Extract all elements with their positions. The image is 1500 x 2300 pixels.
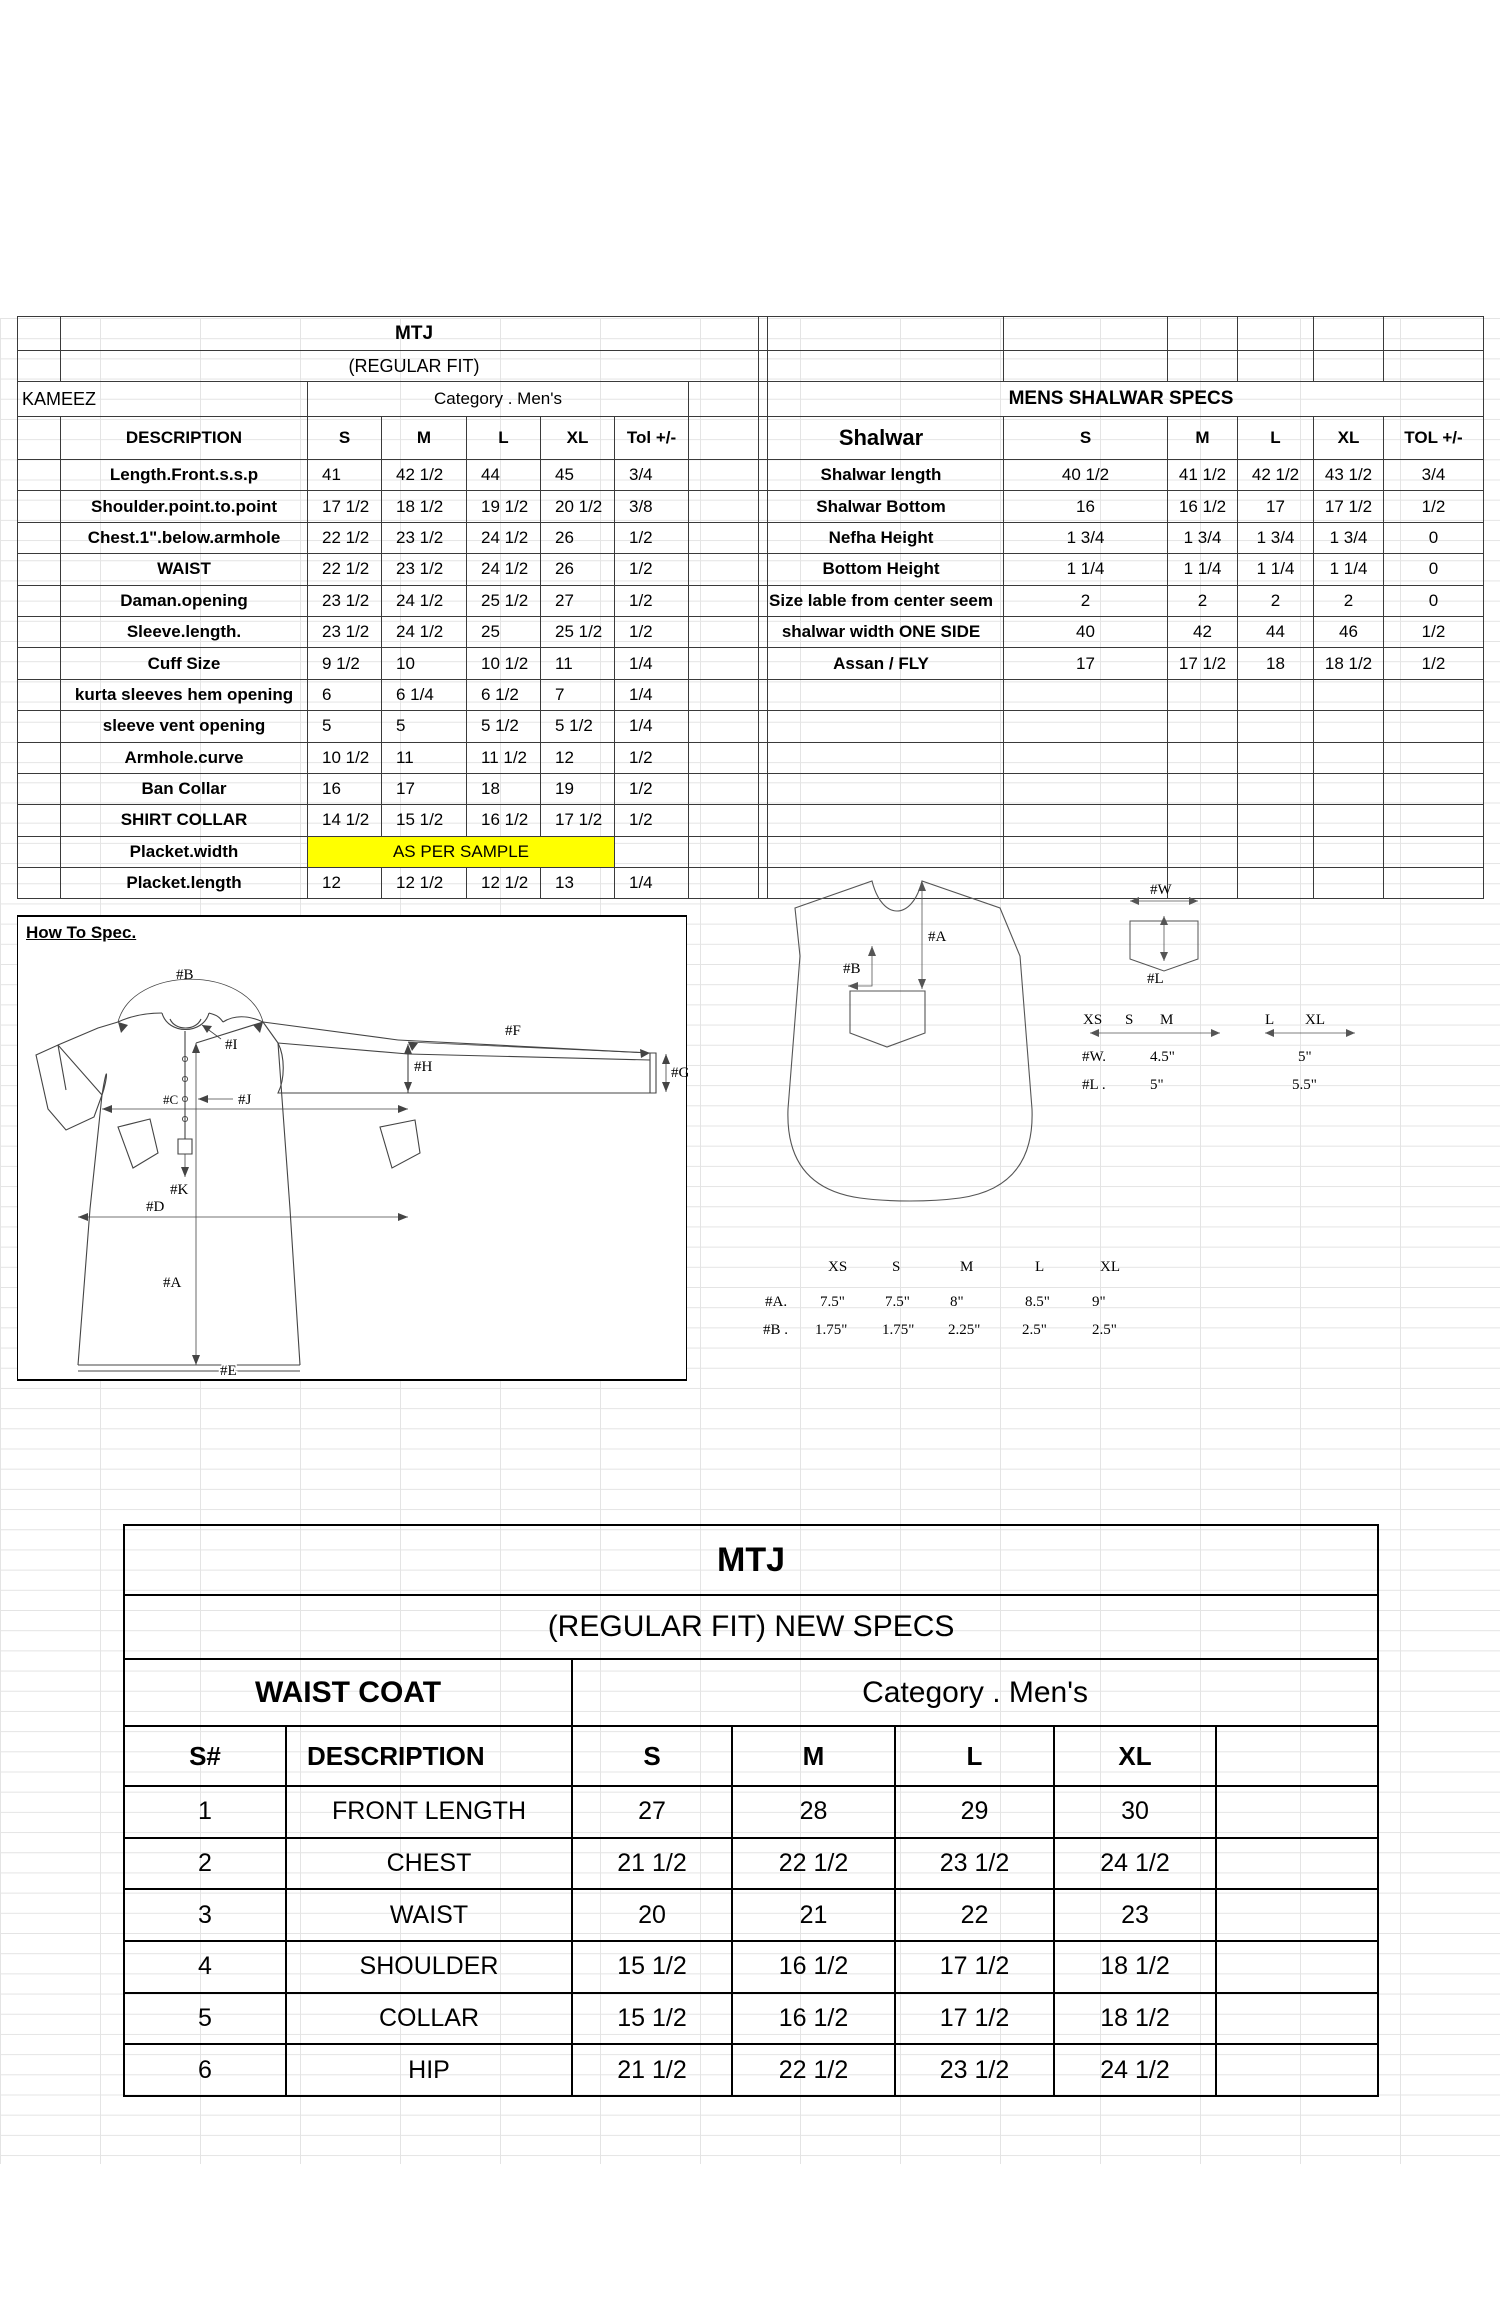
svg-text:5": 5" — [1150, 1077, 1164, 1093]
svg-text:5": 5" — [1298, 1049, 1312, 1065]
svg-text:2.5": 2.5" — [1092, 1322, 1117, 1338]
svg-text:XL: XL — [1305, 1012, 1325, 1028]
svg-text:S: S — [892, 1259, 900, 1275]
svg-text:#B .: #B . — [763, 1322, 788, 1338]
svg-text:L: L — [1265, 1012, 1274, 1028]
svg-text:#L: #L — [1147, 971, 1164, 987]
svg-text:M: M — [1160, 1012, 1173, 1028]
svg-text:7.5": 7.5" — [885, 1294, 910, 1310]
svg-text:#E: #E — [220, 1363, 237, 1377]
svg-text:8.5": 8.5" — [1025, 1294, 1050, 1310]
svg-text:7.5": 7.5" — [820, 1294, 845, 1310]
svg-text:2.25": 2.25" — [948, 1322, 980, 1338]
svg-text:1.75": 1.75" — [882, 1322, 914, 1338]
svg-text:XS: XS — [1083, 1012, 1102, 1028]
svg-text:#J: #J — [238, 1092, 252, 1108]
svg-text:#A.: #A. — [765, 1294, 787, 1310]
svg-text:2.5": 2.5" — [1022, 1322, 1047, 1338]
svg-text:#H: #H — [414, 1059, 433, 1075]
svg-text:XL: XL — [1100, 1259, 1120, 1275]
svg-text:XS: XS — [828, 1259, 847, 1275]
svg-text:1.75": 1.75" — [815, 1322, 847, 1338]
svg-text:#C: #C — [163, 1092, 178, 1107]
svg-text:4.5": 4.5" — [1150, 1049, 1175, 1065]
svg-text:S: S — [1125, 1012, 1133, 1028]
svg-text:#G: #G — [671, 1065, 688, 1081]
svg-text:8": 8" — [950, 1294, 964, 1310]
svg-text:#F: #F — [505, 1023, 521, 1039]
svg-text:#A: #A — [928, 929, 947, 945]
svg-text:#L .: #L . — [1082, 1077, 1106, 1093]
svg-text:#W.: #W. — [1082, 1049, 1106, 1065]
svg-text:M: M — [960, 1259, 973, 1275]
svg-text:#B: #B — [843, 961, 861, 977]
svg-text:#I: #I — [225, 1037, 238, 1053]
svg-text:#B: #B — [176, 967, 194, 983]
svg-text:#K: #K — [170, 1182, 189, 1198]
svg-text:L: L — [1035, 1259, 1044, 1275]
svg-text:#W: #W — [1150, 882, 1173, 898]
svg-text:#D: #D — [146, 1199, 165, 1215]
svg-text:9": 9" — [1092, 1294, 1106, 1310]
svg-text:5.5": 5.5" — [1292, 1077, 1317, 1093]
svg-text:#A: #A — [163, 1275, 182, 1291]
